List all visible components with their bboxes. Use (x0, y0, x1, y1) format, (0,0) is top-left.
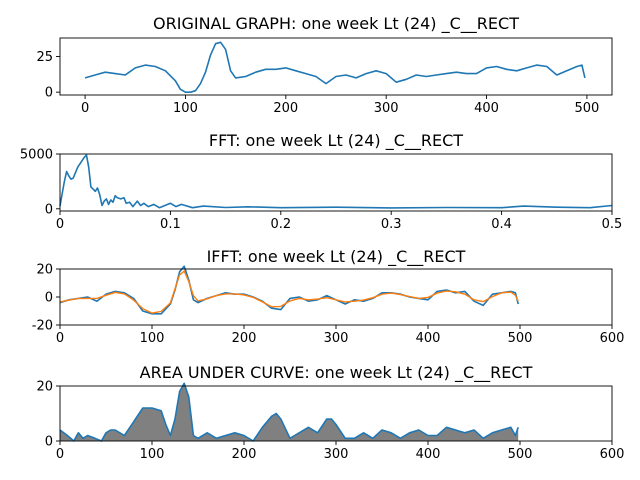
x-tick-label: 300 (324, 331, 349, 346)
panel-area-under-curve: AREA UNDER CURVE: one week Lt (24) _C__R… (36, 363, 624, 462)
panel-original-graph: ORIGINAL GRAPH: one week Lt (24) _C__REC… (36, 14, 613, 116)
x-tick-label: 500 (508, 447, 533, 462)
panel-title: FFT: one week Lt (24) _C__RECT (209, 131, 463, 151)
panel-title: ORIGINAL GRAPH: one week Lt (24) _C__REC… (153, 14, 519, 34)
x-tick-label: 200 (232, 331, 257, 346)
x-tick-label: 200 (232, 447, 257, 462)
y-tick-label: 20 (36, 380, 53, 395)
x-tick-label: 400 (474, 101, 499, 116)
axes-frame (59, 153, 613, 212)
smoothed-series-line (59, 269, 519, 314)
x-tick-label: 100 (173, 101, 198, 116)
x-tick-label: 100 (140, 447, 165, 462)
x-tick-label: 300 (374, 101, 399, 116)
x-tick-label: 600 (600, 331, 625, 346)
y-tick-label: 20 (36, 263, 53, 278)
x-tick-label: 0 (81, 101, 89, 116)
x-tick-label: 0 (56, 447, 64, 462)
series-line (59, 265, 519, 315)
x-tick-label: 600 (600, 447, 625, 462)
area-fill (60, 383, 519, 441)
panel-fft: FFT: one week Lt (24) _C__RECT 0 0.1 0.2 0.… (20, 131, 622, 232)
x-tick-label: 400 (416, 331, 441, 346)
series-line (84, 41, 586, 93)
x-tick-label: 500 (508, 331, 533, 346)
y-tick-label: 0 (45, 435, 53, 450)
panel-title: AREA UNDER CURVE: one week Lt (24) _C__R… (140, 363, 533, 383)
x-tick-label: 0.4 (491, 217, 512, 232)
x-tick-label: 300 (324, 447, 349, 462)
x-tick-label: 0 (56, 331, 64, 346)
y-tick-label: 0 (45, 202, 53, 217)
axes-frame (59, 37, 613, 96)
axes-frame (59, 385, 613, 442)
series-line (59, 382, 519, 442)
y-tick-label: -20 (32, 319, 53, 334)
panel-ifft: IFFT: one week Lt (24) _C__RECT 0 100 200 3… (32, 247, 625, 346)
panel-title: IFFT: one week Lt (24) _C__RECT (207, 247, 466, 267)
y-tick-label: 0 (45, 291, 53, 306)
y-tick-label: 25 (36, 50, 53, 65)
x-tick-label: 200 (273, 101, 298, 116)
series-line (59, 154, 613, 209)
y-tick-label: 0 (45, 86, 53, 101)
x-tick-label: 500 (574, 101, 599, 116)
x-tick-label: 0.5 (602, 217, 623, 232)
x-tick-label: 100 (140, 331, 165, 346)
x-tick-label: 0 (56, 217, 64, 232)
axes-frame (59, 268, 613, 326)
x-tick-label: 0.2 (270, 217, 291, 232)
y-tick-label: 5000 (20, 148, 53, 163)
x-tick-label: 0.1 (160, 217, 181, 232)
x-tick-label: 400 (416, 447, 441, 462)
x-tick-label: 0.3 (381, 217, 402, 232)
